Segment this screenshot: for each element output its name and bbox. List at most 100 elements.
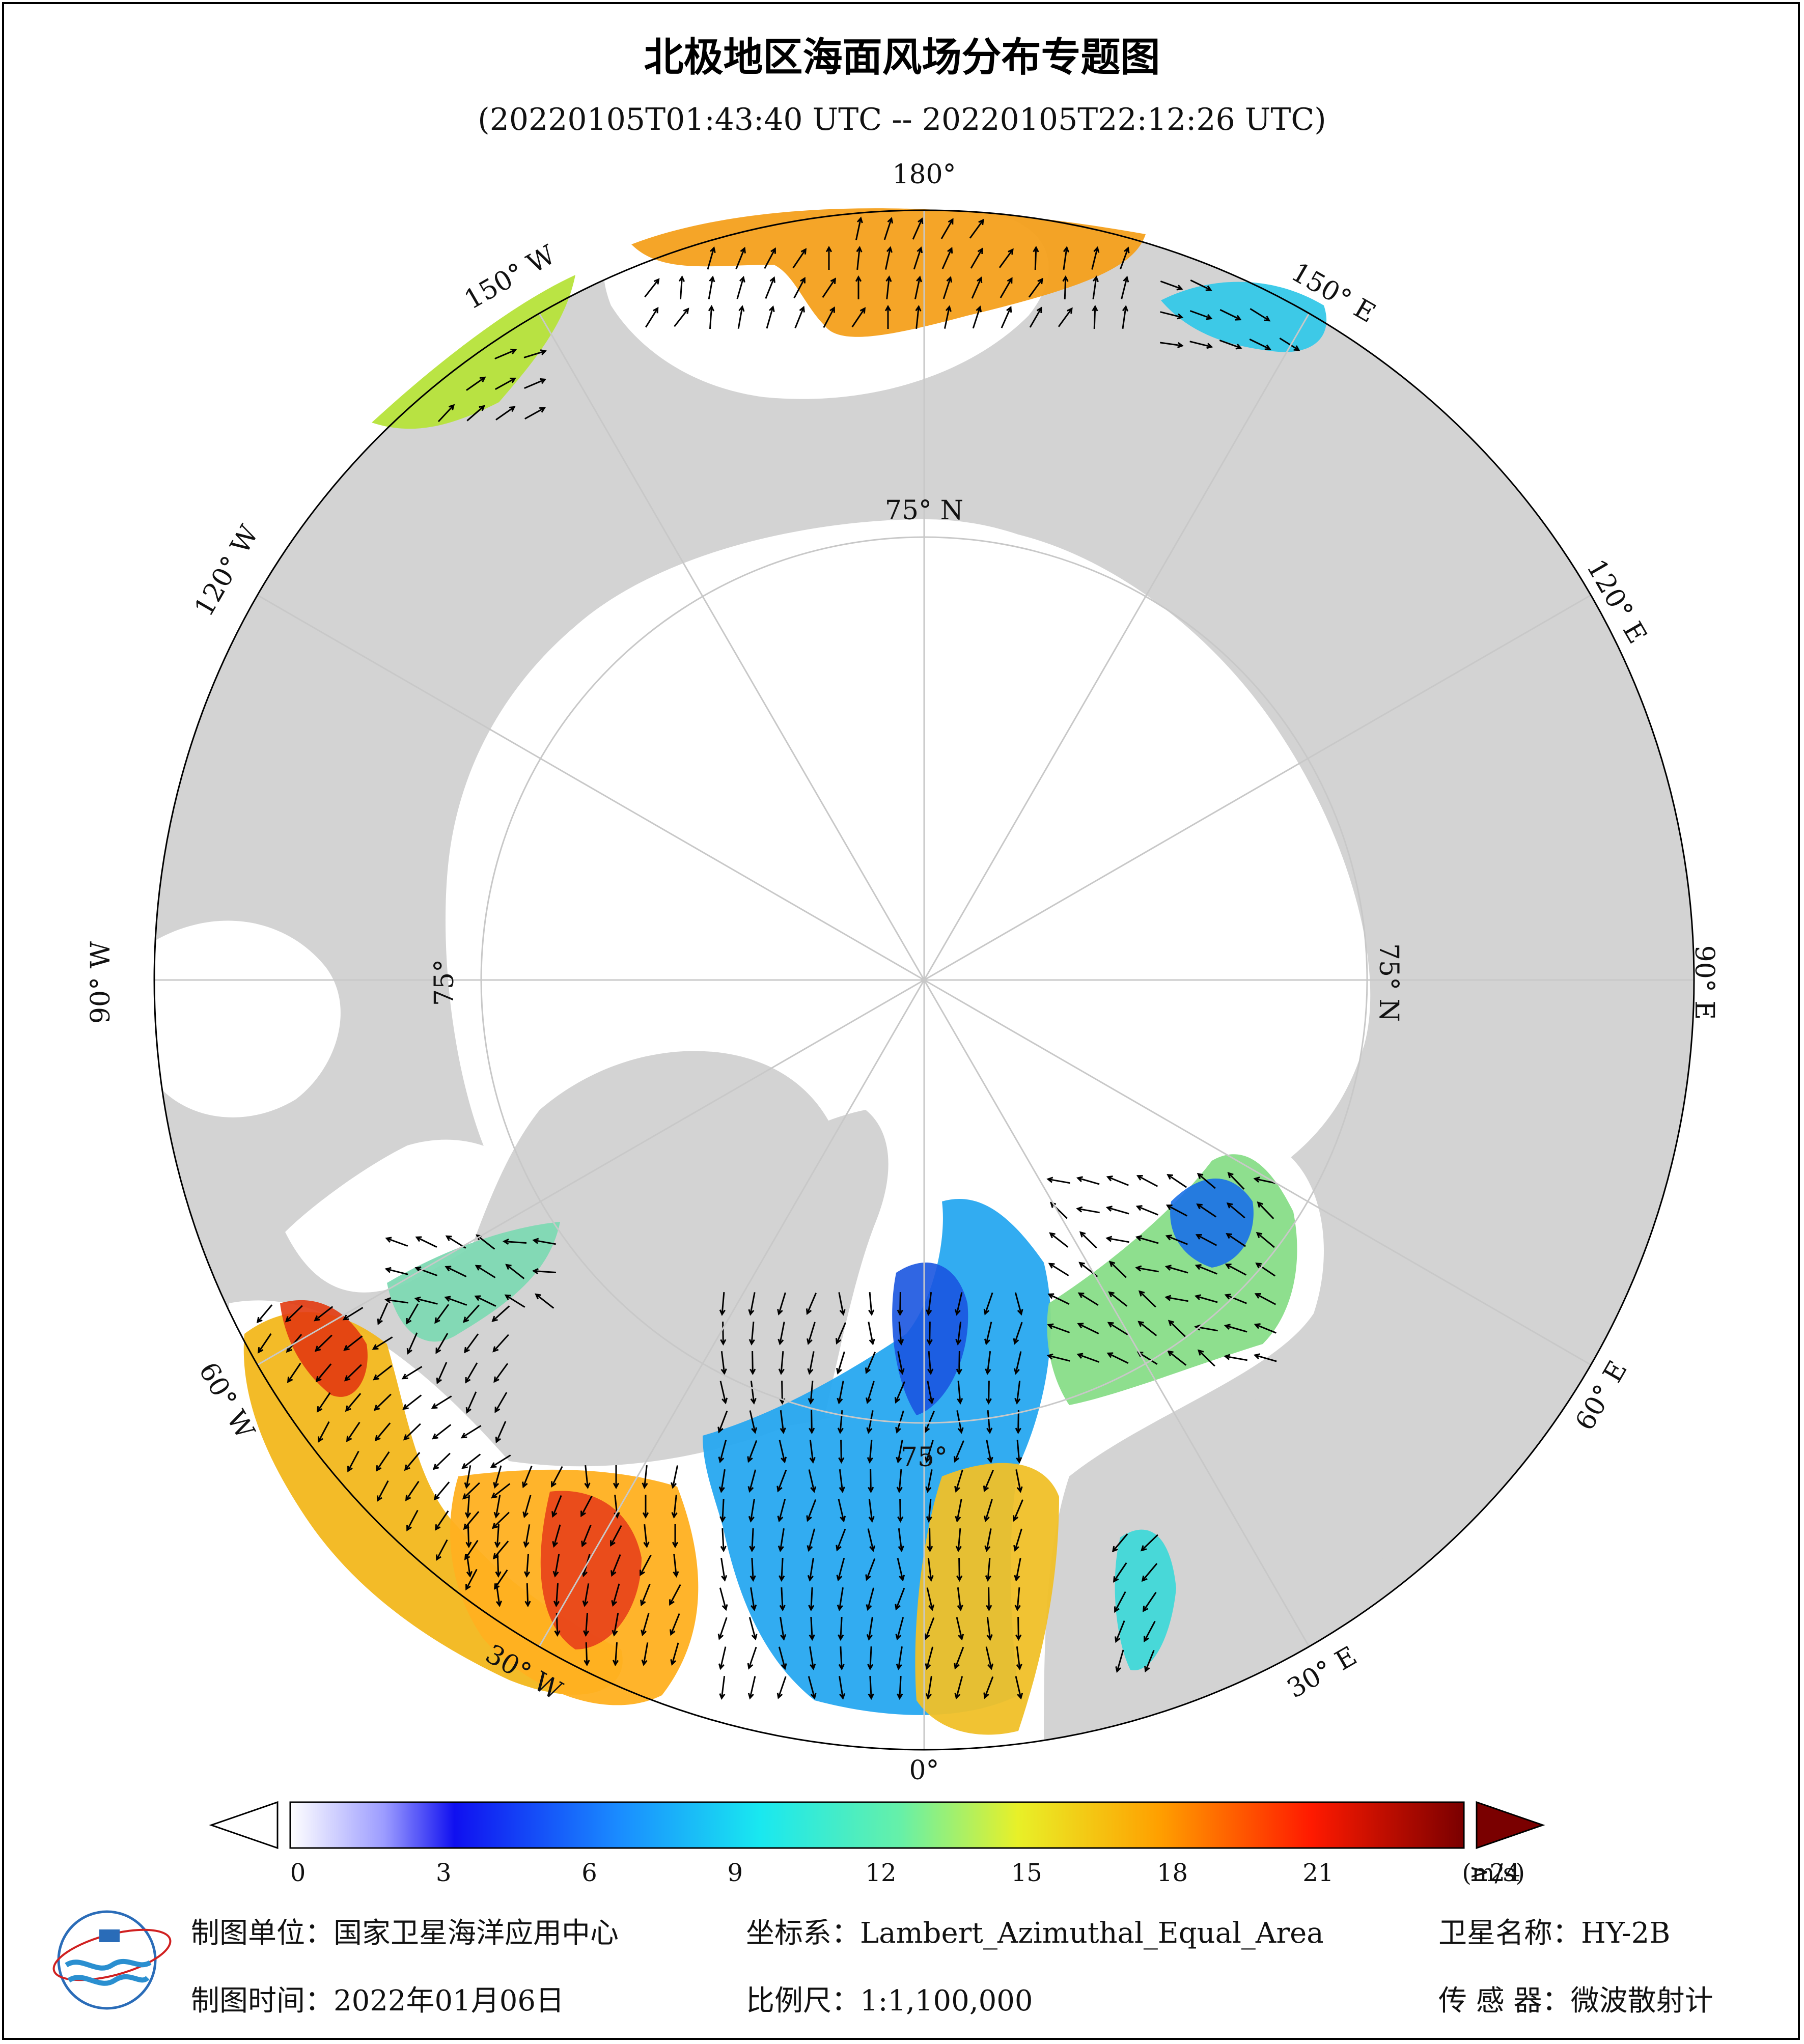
wind-arrow xyxy=(822,277,837,298)
wind-arrow xyxy=(1012,1499,1023,1522)
wind-arrow xyxy=(925,1469,933,1493)
wind-arrow xyxy=(941,247,953,269)
wind-arrow xyxy=(1106,1175,1129,1186)
wind-arrow xyxy=(777,1292,786,1316)
wind-arrow xyxy=(956,1617,964,1641)
wind-arrow xyxy=(669,1584,681,1606)
wind-arrow xyxy=(898,1321,904,1346)
wind-arrow xyxy=(926,1321,933,1346)
wind-arrow xyxy=(895,1410,904,1434)
wind-arrow xyxy=(1047,1293,1070,1305)
wind-arrow xyxy=(748,1292,756,1316)
wind-arrow xyxy=(347,1450,359,1473)
wind-arrow xyxy=(406,1332,418,1355)
wind-arrow xyxy=(524,1583,531,1608)
wind-arrow xyxy=(465,1391,477,1414)
wind-arrow xyxy=(985,1646,994,1670)
wind-arrow xyxy=(402,1394,422,1410)
wind-arrow xyxy=(493,1363,509,1383)
wind-arrow xyxy=(986,1410,993,1435)
wind-arrow xyxy=(1014,1558,1021,1582)
footer-coord: 坐标系：Lambert_Azimuthal_Equal_Area xyxy=(746,1910,1324,1951)
wind-arrow xyxy=(406,1303,419,1325)
wind-arrow xyxy=(551,1466,563,1488)
wind-arrow xyxy=(748,1499,755,1523)
wind-arrow xyxy=(794,305,805,328)
wind-arrow xyxy=(1141,1563,1158,1582)
wind-arrow xyxy=(985,1380,992,1405)
wind-arrow xyxy=(1015,1410,1021,1435)
wind-arrow xyxy=(406,1509,419,1532)
wind-arrow xyxy=(778,1351,785,1376)
colorbar-tick-label: 21 xyxy=(1302,1859,1334,1887)
greenland xyxy=(434,1051,847,1464)
wind-arrow xyxy=(375,1451,390,1472)
wind-arrow xyxy=(868,1498,875,1523)
wind-arrow xyxy=(837,1410,844,1435)
swath-davis-strait xyxy=(387,1222,560,1342)
wind-arrow xyxy=(670,1642,679,1666)
wind-arrow xyxy=(986,1587,992,1612)
footer-sensor-value: 微波散射计 xyxy=(1570,1984,1713,2018)
swath-baltic xyxy=(1115,1529,1176,1670)
wind-arrow xyxy=(1189,310,1213,320)
wind-arrow xyxy=(432,1424,452,1440)
wind-arrow xyxy=(867,1439,873,1464)
wind-arrow xyxy=(580,1495,593,1518)
wind-arrow xyxy=(1014,1292,1023,1316)
wind-arrow xyxy=(494,348,517,359)
wind-arrow xyxy=(1120,246,1130,270)
wind-arrow xyxy=(502,1238,527,1245)
wind-arrow xyxy=(707,246,716,270)
wind-arrow xyxy=(914,275,922,299)
wind-arrow xyxy=(1164,1265,1188,1274)
meridian-line xyxy=(257,594,925,981)
parallel-labels: 75° N 75° N 75° 75° xyxy=(429,495,1404,1473)
wind-arrow xyxy=(957,1587,963,1611)
wind-arrow xyxy=(809,1646,816,1670)
wind-arrow xyxy=(1107,1322,1128,1335)
wind-arrow xyxy=(1254,1293,1276,1305)
wind-arrow xyxy=(896,1440,903,1464)
wind-arrow xyxy=(1077,1292,1099,1306)
wind-arrow xyxy=(1113,1562,1127,1583)
wind-arrow xyxy=(532,1268,557,1275)
map-disk-border xyxy=(153,209,1695,1751)
wind-arrow xyxy=(984,1499,993,1523)
wind-arrow xyxy=(779,1440,787,1464)
wind-arrow xyxy=(462,1482,480,1500)
wind-arrow xyxy=(1135,1205,1158,1216)
wind-arrow xyxy=(1138,1290,1156,1308)
wind-arrow xyxy=(926,1587,935,1611)
footer-unit-label: 制图单位： xyxy=(191,1917,334,1950)
wind-arrow xyxy=(1194,1294,1218,1303)
wind-arrow xyxy=(256,1304,273,1324)
colorbar-unit: (m/s) xyxy=(1462,1859,1525,1887)
wind-arrow xyxy=(1001,306,1012,328)
wind-arrow xyxy=(1014,1380,1021,1405)
wind-arrow xyxy=(474,1295,496,1307)
wind-arrow xyxy=(838,1292,846,1316)
wind-arrow xyxy=(522,1466,533,1489)
footer-date: 制图时间：2022年01月06日 xyxy=(191,1978,564,2019)
wind-arrow xyxy=(523,1553,531,1578)
wind-arrow xyxy=(897,1498,904,1523)
wind-arrow xyxy=(1049,1232,1069,1248)
footer-scale-label: 比例尺： xyxy=(746,1984,860,2018)
graticule xyxy=(154,210,1694,1750)
wind-arrow xyxy=(839,1469,845,1493)
wind-arrow xyxy=(1255,1262,1276,1277)
wind-arrow xyxy=(1197,1349,1215,1367)
wind-arrow xyxy=(1165,1235,1188,1245)
wind-arrow xyxy=(943,305,952,329)
wind-arrow xyxy=(737,305,745,329)
wind-arrow xyxy=(736,275,745,299)
wind-arrow xyxy=(718,1440,727,1464)
wind-arrow xyxy=(318,1421,330,1443)
wind-arrow xyxy=(851,307,866,328)
wind-arrow xyxy=(1144,1620,1156,1643)
wind-arrow xyxy=(612,1642,619,1667)
wind-arrow xyxy=(1106,1352,1129,1364)
wind-arrow xyxy=(825,245,832,270)
wind-arrow xyxy=(1114,1591,1126,1613)
